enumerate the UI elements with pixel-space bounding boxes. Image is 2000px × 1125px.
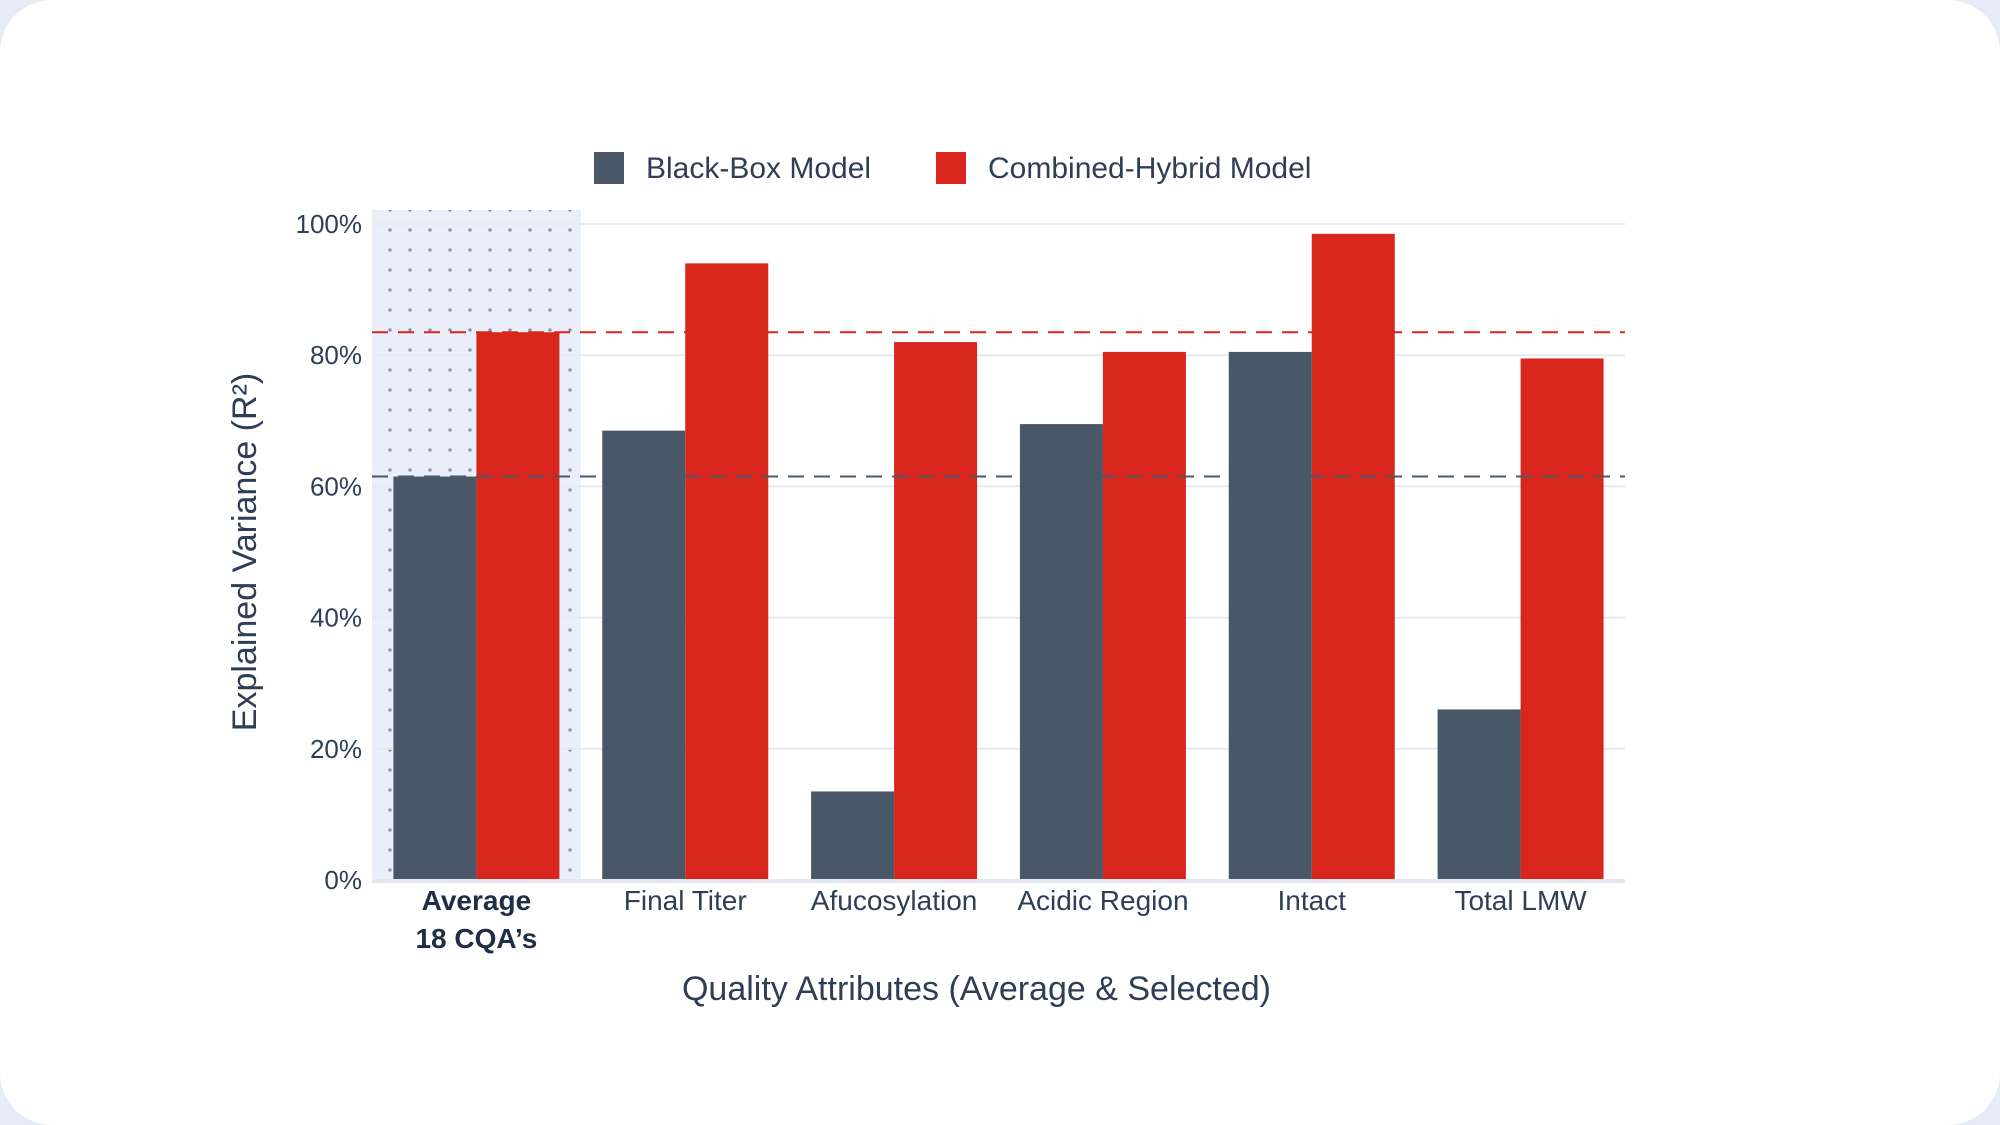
y-axis-title: Explained Variance (R²) — [226, 373, 264, 731]
bar-black-box — [1437, 709, 1521, 880]
y-tick-label: 80% — [310, 340, 362, 370]
legend-swatch — [594, 152, 624, 184]
bar-combined-hybrid — [685, 263, 769, 880]
legend-swatch — [936, 152, 966, 184]
x-tick-label: Average 18 CQA’s — [415, 885, 537, 954]
x-tick-label: Afucosylation — [811, 885, 978, 916]
legend-label: Black-Box Model — [646, 152, 871, 185]
y-tick-label: 0% — [324, 865, 362, 895]
bar-black-box — [811, 791, 895, 880]
legend-label: Combined-Hybrid Model — [988, 152, 1311, 185]
x-axis-title: Quality Attributes (Average & Selected) — [682, 970, 1271, 1008]
bar-black-box — [393, 476, 477, 880]
x-tick-label: Final Titer — [624, 885, 747, 916]
bar-combined-hybrid — [1520, 358, 1604, 881]
bar-combined-hybrid — [1102, 351, 1186, 880]
bar-black-box — [1228, 351, 1312, 880]
legend-item[interactable]: Combined-Hybrid Model — [936, 152, 1311, 185]
y-tick-label: 40% — [310, 603, 362, 633]
y-tick-label: 60% — [310, 471, 362, 501]
y-tick-label: 100% — [296, 209, 363, 239]
x-tick-label: Total LMW — [1454, 885, 1587, 916]
bar-combined-hybrid — [1311, 233, 1395, 881]
x-tick-label: Acidic Region — [1017, 885, 1188, 916]
bar-black-box — [602, 430, 686, 880]
y-tick-label: 20% — [310, 734, 362, 764]
legend-item[interactable]: Black-Box Model — [594, 152, 871, 185]
x-tick-label: Intact — [1278, 885, 1347, 916]
bar-combined-hybrid — [476, 332, 560, 880]
bar-black-box — [1019, 424, 1103, 880]
bar-combined-hybrid — [894, 342, 978, 881]
